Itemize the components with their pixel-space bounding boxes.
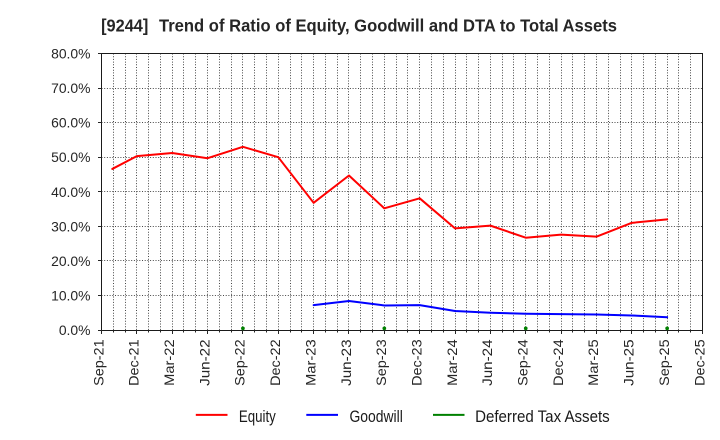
svg-text:Mar-25: Mar-25 bbox=[585, 339, 601, 386]
svg-text:70.0%: 70.0% bbox=[51, 80, 90, 96]
svg-text:Sep-23: Sep-23 bbox=[373, 339, 389, 386]
svg-text:Sep-24: Sep-24 bbox=[515, 339, 531, 386]
svg-text:Mar-23: Mar-23 bbox=[302, 339, 318, 386]
svg-text:60.0%: 60.0% bbox=[51, 115, 90, 131]
svg-text:Jun-23: Jun-23 bbox=[338, 339, 354, 386]
svg-text:30.0%: 30.0% bbox=[51, 218, 90, 234]
svg-text:Sep-22: Sep-22 bbox=[232, 339, 248, 386]
svg-text:Dec-21: Dec-21 bbox=[126, 339, 142, 386]
svg-text:40.0%: 40.0% bbox=[51, 184, 90, 200]
svg-text:Mar-24: Mar-24 bbox=[444, 339, 460, 386]
svg-text:Sep-25: Sep-25 bbox=[656, 339, 672, 386]
svg-text:Jun-25: Jun-25 bbox=[621, 339, 637, 386]
svg-text:Sep-21: Sep-21 bbox=[90, 339, 106, 386]
svg-text:20.0%: 20.0% bbox=[51, 253, 90, 269]
svg-text:Trend of Ratio of Equity, Good: Trend of Ratio of Equity, Goodwill and D… bbox=[159, 16, 617, 36]
svg-text:Dec-22: Dec-22 bbox=[267, 339, 283, 386]
svg-text:50.0%: 50.0% bbox=[51, 149, 90, 165]
svg-text:Dec-25: Dec-25 bbox=[691, 339, 707, 386]
svg-text:Jun-24: Jun-24 bbox=[479, 339, 495, 386]
svg-text:10.0%: 10.0% bbox=[51, 287, 90, 303]
svg-text:Dec-23: Dec-23 bbox=[408, 339, 424, 386]
svg-text:80.0%: 80.0% bbox=[51, 46, 90, 62]
svg-text:0.0%: 0.0% bbox=[59, 322, 91, 338]
svg-text:Dec-24: Dec-24 bbox=[550, 339, 566, 386]
svg-text:Goodwill: Goodwill bbox=[350, 407, 403, 426]
svg-text:Deferred Tax Assets: Deferred Tax Assets bbox=[475, 407, 610, 426]
svg-text:Equity: Equity bbox=[239, 407, 276, 426]
svg-text:Jun-22: Jun-22 bbox=[196, 339, 212, 386]
svg-text:Mar-22: Mar-22 bbox=[161, 339, 177, 386]
svg-text:[9244]: [9244] bbox=[101, 16, 148, 36]
